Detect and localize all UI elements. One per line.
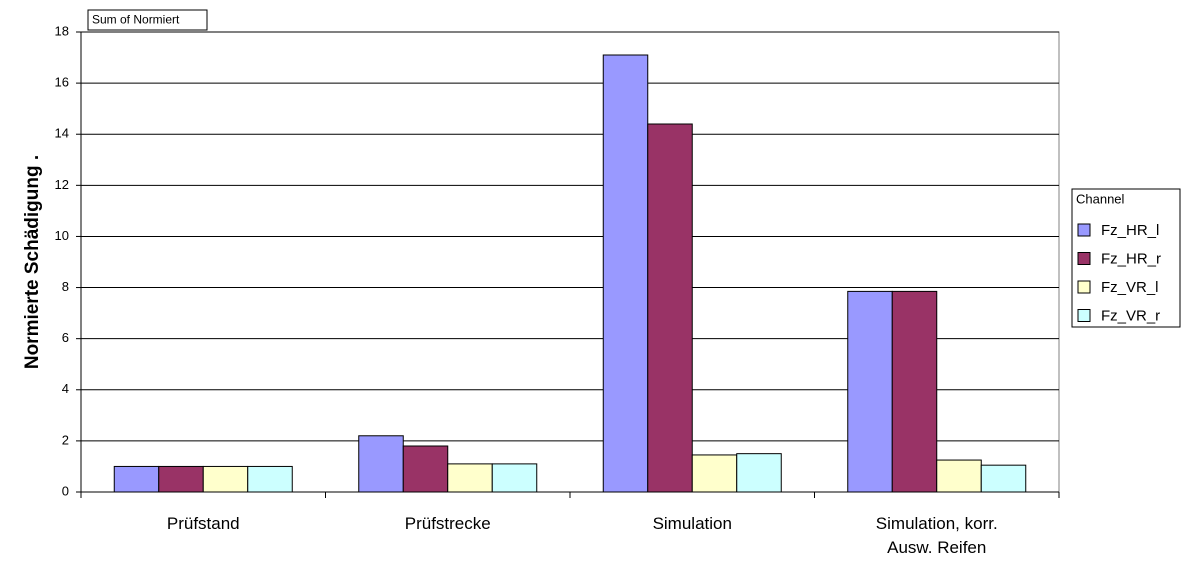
legend-swatch (1077, 252, 1091, 265)
y-tick-label: 12 (55, 177, 69, 192)
field-button[interactable] (87, 9, 208, 31)
y-tick-label: 14 (55, 126, 69, 141)
y-tick-label: 10 (55, 228, 69, 243)
legend-swatch (1077, 280, 1091, 294)
legend-title: Channel (1076, 191, 1125, 206)
legend-label: Fz_VR_l (1101, 279, 1159, 296)
legend-label: Fz_HR_l (1101, 222, 1159, 239)
legend-label: Fz_HR_r (1101, 250, 1161, 267)
field-button-label[interactable]: Sum of Normiert (92, 13, 180, 27)
y-tick-label: 4 (62, 381, 69, 396)
y-axis-title: Normierte Schädigung . (22, 155, 43, 369)
bar (158, 465, 204, 493)
x-tick-label: Simulation, korr. Ausw. Reifen (875, 514, 998, 557)
y-tick-label: 16 (55, 75, 69, 90)
bar (491, 463, 538, 493)
bar (247, 465, 293, 493)
bar (936, 459, 982, 493)
bar (691, 454, 738, 493)
bar (647, 123, 693, 493)
bar (736, 453, 782, 493)
bar (980, 464, 1027, 493)
legend-swatch (1077, 223, 1091, 237)
y-tick-label: 6 (62, 330, 69, 345)
x-tick-label: Simulation (652, 514, 732, 533)
bar (602, 54, 649, 493)
y-tick-label: 18 (55, 23, 69, 38)
y-tick-label: 0 (62, 483, 69, 498)
bar (891, 290, 938, 493)
x-tick-label: Prüfstand (166, 514, 240, 533)
bar (358, 435, 404, 493)
bar (402, 445, 449, 493)
legend-swatch (1077, 309, 1091, 322)
bar (202, 465, 249, 493)
legend-label: Fz_VR_r (1101, 307, 1160, 324)
x-tick-label: Prüfstrecke (404, 514, 491, 533)
y-tick-label: 2 (62, 432, 69, 447)
y-tick-label: 8 (62, 279, 69, 294)
bar (847, 290, 893, 493)
bar (113, 465, 160, 493)
bar (447, 463, 493, 493)
